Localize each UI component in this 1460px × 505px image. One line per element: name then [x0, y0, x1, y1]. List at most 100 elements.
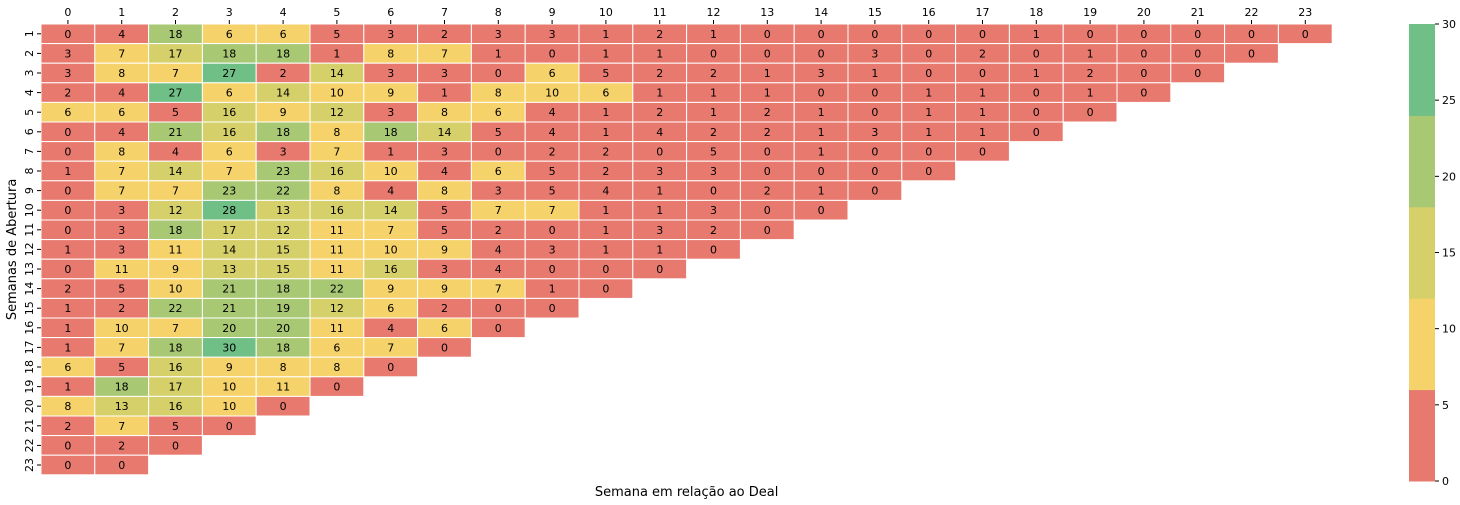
cell-value-label: 0: [1087, 28, 1094, 41]
cell-value-label: 18: [169, 224, 183, 237]
cell-value-label: 0: [441, 341, 448, 354]
cell-value-label: 0: [602, 263, 609, 276]
cell-value-label: 7: [118, 165, 125, 178]
cell-value-label: 15: [276, 243, 290, 256]
y-tick-label: 3: [23, 70, 36, 77]
colorbar-tick-label: 0: [1442, 475, 1449, 488]
x-axis-ticks: 0 1 2 3 4 5 6 7 8 9 10 11 12 13 14 15 16 17 18 19 20 21 22 23: [64, 6, 1312, 24]
cell-value-label: 6: [226, 145, 233, 158]
colorbar-tick-label: 25: [1442, 94, 1456, 107]
cell-value-label: 5: [172, 106, 179, 119]
cell-value-label: 8: [118, 67, 125, 80]
x-tick-label: 22: [1245, 6, 1259, 19]
cell-value-label: 1: [495, 47, 502, 60]
colorbar-ticks: 0 5 10 15 20 25 30: [1435, 18, 1456, 488]
cell-value-label: 13: [276, 204, 290, 217]
cell-value-label: 22: [276, 185, 290, 198]
x-tick-label: 16: [922, 6, 936, 19]
y-tick-label: 2: [23, 50, 36, 57]
cell-value-label: 4: [441, 165, 448, 178]
x-tick-label: 3: [226, 6, 233, 19]
cell-value-label: 3: [656, 165, 663, 178]
cell-value-label: 18: [276, 126, 290, 139]
cell-value-label: 14: [169, 165, 183, 178]
cell-value-label: 0: [1140, 67, 1147, 80]
cell-value-label: 10: [222, 400, 236, 413]
cell-value-label: 18: [115, 381, 129, 394]
cell-value-label: 7: [495, 204, 502, 217]
cell-value-label: 10: [330, 87, 344, 100]
cell-value-label: 13: [115, 400, 129, 413]
cell-value-label: 3: [387, 67, 394, 80]
cell-value-label: 23: [222, 185, 236, 198]
cell-value-label: 2: [441, 302, 448, 315]
cell-value-label: 8: [333, 361, 340, 374]
cell-value-label: 1: [764, 67, 771, 80]
cell-value-label: 0: [1087, 106, 1094, 119]
cell-value-label: 0: [925, 67, 932, 80]
cell-value-label: 14: [384, 204, 398, 217]
y-tick-label: 18: [23, 360, 36, 374]
cell-value-label: 12: [330, 302, 344, 315]
cell-value-label: 2: [979, 47, 986, 60]
cell-value-label: 10: [545, 87, 559, 100]
y-tick-label: 9: [23, 187, 36, 194]
cell-value-label: 18: [276, 47, 290, 60]
heatmap-cell: [524, 297, 580, 319]
cell-value-label: 4: [387, 322, 394, 335]
cell-value-label: 2: [602, 165, 609, 178]
cell-value-label: 3: [656, 224, 663, 237]
colorbar-tick-label: 5: [1442, 399, 1449, 412]
cell-value-label: 2: [710, 224, 717, 237]
cell-value-label: 7: [226, 165, 233, 178]
heatmap-cells: [40, 23, 1333, 476]
heatmap-cell: [470, 317, 526, 339]
cell-value-label: 9: [387, 283, 394, 296]
x-tick-label: 13: [760, 6, 774, 19]
cell-value-label: 17: [169, 47, 183, 60]
cell-value-label: 0: [871, 165, 878, 178]
cell-value-label: 6: [64, 106, 71, 119]
cell-value-label: 1: [925, 87, 932, 100]
heatmap-cell: [1008, 121, 1064, 143]
cell-value-label: 0: [495, 302, 502, 315]
cell-value-label: 3: [64, 67, 71, 80]
cell-value-label: 0: [764, 224, 771, 237]
cell-value-label: 4: [656, 126, 663, 139]
cell-value-label: 1: [602, 126, 609, 139]
cell-value-label: 0: [871, 28, 878, 41]
cell-value-label: 9: [387, 87, 394, 100]
y-tick-label: 14: [23, 282, 36, 296]
cell-value-label: 8: [441, 185, 448, 198]
cell-value-label: 11: [330, 243, 344, 256]
cell-value-label: 7: [172, 322, 179, 335]
cell-value-label: 9: [172, 263, 179, 276]
cell-value-label: 1: [602, 224, 609, 237]
y-tick-label: 21: [23, 419, 36, 433]
cell-value-label: 3: [387, 106, 394, 119]
heatmap-cell: [955, 141, 1010, 162]
cell-value-label: 4: [172, 145, 179, 158]
cell-value-label: 3: [818, 67, 825, 80]
heatmap-cell: [632, 258, 688, 280]
cell-value-label: 1: [602, 47, 609, 60]
cell-value-label: 0: [1033, 126, 1040, 139]
y-tick-label: 6: [23, 128, 36, 135]
cell-value-label: 14: [438, 126, 452, 139]
cell-value-label: 0: [387, 361, 394, 374]
cell-value-label: 0: [818, 28, 825, 41]
x-tick-label: 15: [868, 6, 882, 19]
cell-value-label: 5: [549, 165, 556, 178]
cell-value-label: 0: [64, 204, 71, 217]
cell-value-label: 5: [441, 224, 448, 237]
cell-value-label: 1: [1087, 87, 1094, 100]
cell-value-label: 2: [64, 87, 71, 100]
cell-value-label: 1: [656, 185, 663, 198]
heatmap-cell: [1062, 101, 1118, 123]
cell-value-label: 7: [387, 341, 394, 354]
cell-value-label: 7: [495, 283, 502, 296]
cell-value-label: 17: [222, 224, 236, 237]
x-tick-label: 21: [1191, 6, 1205, 19]
